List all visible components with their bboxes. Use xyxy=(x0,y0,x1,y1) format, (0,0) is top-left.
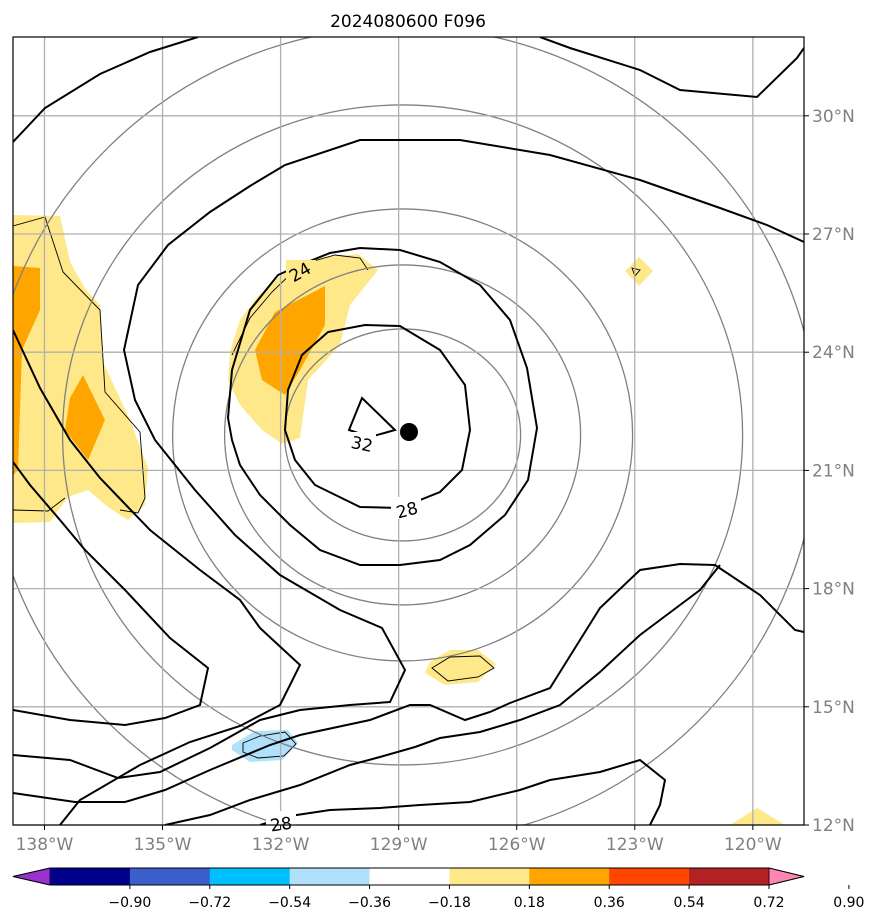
colorbar-outline xyxy=(12,867,805,886)
gray-contour-1 xyxy=(223,264,582,606)
x-axis: 138°W 135°W 132°W 129°W 126°W 123°W 120°W xyxy=(16,825,782,855)
x-tick-label: 135°W xyxy=(134,835,192,855)
fill-positive-southeast xyxy=(730,808,785,825)
y-tick-label: 21°N xyxy=(812,461,855,481)
storm-center-marker xyxy=(400,423,418,441)
colorbar-tick-label: −0.72 xyxy=(188,895,231,911)
colorbar-tick-label: 0.18 xyxy=(514,895,545,911)
y-axis: 30°N 27°N 24°N 21°N 18°N 15°N 12°N xyxy=(804,107,855,836)
fill-orange-storm xyxy=(255,286,325,395)
y-tick-label: 24°N xyxy=(812,343,855,363)
x-tick-label: 123°W xyxy=(606,835,664,855)
colorbar-extend-low xyxy=(12,867,51,886)
y-tick-label: 18°N xyxy=(812,580,855,600)
colorbar-extend-high xyxy=(768,867,805,886)
colorbar-segment xyxy=(689,868,770,885)
colorbar-tick-label: 0.90 xyxy=(833,895,864,911)
colorbar-segment xyxy=(129,868,211,885)
fill-positive-west xyxy=(13,215,148,523)
fill-orange-west-2 xyxy=(65,375,105,460)
colorbar-segment xyxy=(529,868,610,885)
gray-contour-3 xyxy=(61,104,744,766)
colorbar-tick-label: −0.90 xyxy=(108,895,151,911)
y-tick-label: 30°N xyxy=(812,107,855,127)
y-tick-label: 27°N xyxy=(812,225,855,245)
colorbar: −0.90 −0.72 −0.54 −0.36 −0.18 0.18 0.36 0.54 0.7… xyxy=(12,867,864,911)
contour-label-32: 32 xyxy=(349,433,374,457)
y-tick-label: 12°N xyxy=(812,816,855,836)
colorbar-segment xyxy=(609,868,690,885)
x-tick-label: 138°W xyxy=(16,835,74,855)
colorbar-segment xyxy=(449,868,530,885)
colorbar-tick-label: 0.72 xyxy=(753,895,784,911)
fill-orange-west-1 xyxy=(13,266,40,475)
shaded-fields xyxy=(13,215,785,825)
chart-title: 2024080600 F096 xyxy=(330,12,486,32)
gray-contour-0 xyxy=(283,328,522,542)
plot-frame xyxy=(12,36,805,826)
colorbar-segment xyxy=(369,868,450,885)
x-tick-label: 126°W xyxy=(488,835,546,855)
black-contours xyxy=(13,37,804,825)
contour-28 xyxy=(283,323,472,510)
x-tick-label: 120°W xyxy=(724,835,782,855)
colorbar-tick-label: −0.36 xyxy=(348,895,391,911)
colorbar-segment xyxy=(209,868,291,885)
colorbar-tick-label: 0.36 xyxy=(594,895,625,911)
x-tick-label: 132°W xyxy=(252,835,310,855)
gray-contour-2 xyxy=(171,208,634,662)
colorbar-tick-label: −0.54 xyxy=(268,895,311,911)
colorbar-segment xyxy=(50,868,131,885)
x-tick-label: 129°W xyxy=(370,835,428,855)
gray-contours xyxy=(13,37,804,825)
colorbar-segment xyxy=(289,868,371,885)
y-tick-label: 15°N xyxy=(812,698,855,718)
colorbar-tick-label: 0.54 xyxy=(674,895,705,911)
colorbar-tick-label: −0.18 xyxy=(428,895,471,911)
contour-32 xyxy=(347,396,397,439)
